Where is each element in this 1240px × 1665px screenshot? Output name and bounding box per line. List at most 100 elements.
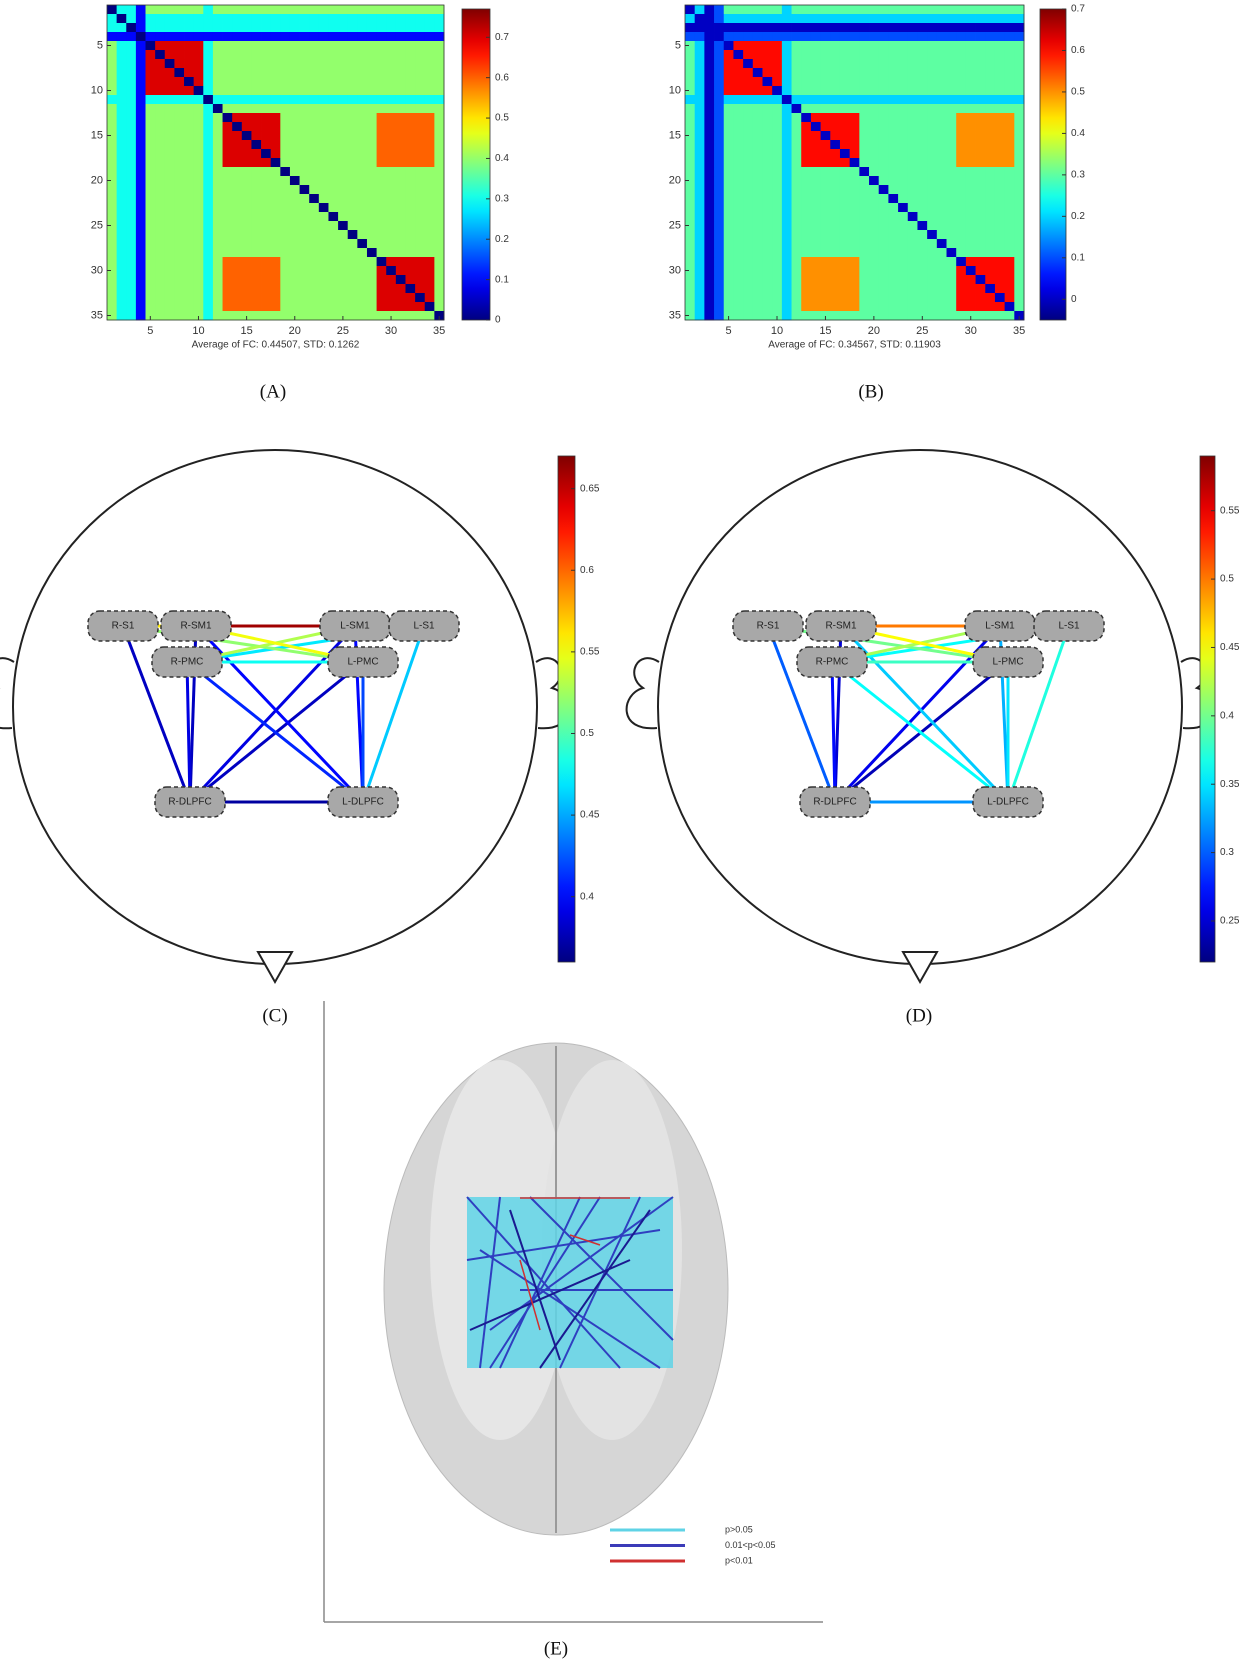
panel-caption: (D) <box>906 1005 932 1026</box>
heatmap-cell <box>348 194 358 203</box>
heatmap-cell <box>396 212 406 221</box>
heatmap-cell <box>405 68 415 77</box>
heatmap-cell <box>879 50 889 59</box>
heatmap-cell <box>753 293 763 302</box>
heatmap-cell <box>280 68 290 77</box>
heatmap-cell <box>357 212 367 221</box>
heatmap-cell <box>956 221 966 230</box>
heatmap-cell <box>434 212 444 221</box>
heatmap-cell <box>184 248 194 257</box>
heatmap-cell <box>146 77 156 86</box>
heatmap-cell <box>801 311 811 320</box>
heatmap-cell <box>174 248 184 257</box>
heatmap-cell <box>898 50 908 59</box>
heatmap-cell <box>203 5 213 14</box>
heatmap-cell <box>357 14 367 23</box>
colorbar <box>1040 9 1066 320</box>
heatmap-cell <box>985 212 995 221</box>
heatmap-cell <box>1005 212 1015 221</box>
heatmap-cell <box>743 5 753 14</box>
heatmap-cell <box>184 185 194 194</box>
heatmap-cell <box>956 230 966 239</box>
heatmap-cell <box>840 203 850 212</box>
heatmap-cell <box>434 284 444 293</box>
heatmap-cell <box>155 68 165 77</box>
heatmap-cell <box>888 266 898 275</box>
heatmap-cell <box>724 149 734 158</box>
heatmap-cell <box>850 176 860 185</box>
heatmap-cell <box>753 257 763 266</box>
heatmap-cell <box>947 50 957 59</box>
heatmap-cell <box>985 185 995 194</box>
heatmap-cell <box>242 284 252 293</box>
heatmap-cell <box>377 302 387 311</box>
heatmap-cell <box>840 23 850 32</box>
heatmap-cell <box>174 131 184 140</box>
heatmap-cell <box>792 167 802 176</box>
heatmap-cell <box>1014 248 1024 257</box>
heatmap-cell <box>898 5 908 14</box>
heatmap-cell <box>792 230 802 239</box>
heatmap-cell <box>405 50 415 59</box>
heatmap-cell <box>405 104 415 113</box>
heatmap-cell <box>879 5 889 14</box>
heatmap-cell <box>319 77 329 86</box>
heatmap-cell <box>367 140 377 149</box>
heatmap-cell <box>328 50 338 59</box>
heatmap-cell <box>898 77 908 86</box>
heatmap-cell <box>956 77 966 86</box>
heatmap-cell <box>1005 176 1015 185</box>
heatmap-cell <box>348 176 358 185</box>
heatmap-cell <box>733 131 743 140</box>
heatmap-cell <box>724 257 734 266</box>
heatmap-cell <box>290 131 300 140</box>
heatmap-cell <box>251 221 261 230</box>
heatmap-cell <box>396 194 406 203</box>
heatmap-cell <box>348 275 358 284</box>
heatmap-cell <box>146 221 156 230</box>
heatmap-cell <box>290 203 300 212</box>
colorbar-tick-label: 0.45 <box>1220 642 1240 653</box>
heatmap-cell <box>704 248 714 257</box>
heatmap-cell <box>434 275 444 284</box>
heatmap-cell <box>136 77 146 86</box>
heatmap-cell <box>165 95 175 104</box>
heatmap-cell <box>879 122 889 131</box>
heatmap-cell <box>386 275 396 284</box>
heatmap-cell <box>146 113 156 122</box>
heatmap-cell <box>850 86 860 95</box>
heatmap-cell <box>117 248 127 257</box>
ear <box>627 658 659 728</box>
heatmap-cell <box>280 194 290 203</box>
heatmap-cell <box>704 149 714 158</box>
colorbar-tick-label: 0.5 <box>495 113 509 124</box>
heatmap-cell <box>782 185 792 194</box>
heatmap-cell <box>859 32 869 41</box>
heatmap-cell <box>704 23 714 32</box>
heatmap-cell <box>840 86 850 95</box>
heatmap-cell <box>280 5 290 14</box>
heatmap-cell <box>203 221 213 230</box>
heatmap-cell <box>782 113 792 122</box>
heatmap-cell <box>947 5 957 14</box>
heatmap-cell <box>107 167 117 176</box>
heatmap-cell <box>927 5 937 14</box>
colorbar-tick-label: 0.5 <box>580 728 594 739</box>
heatmap-cell <box>415 302 425 311</box>
heatmap-cell <box>290 68 300 77</box>
heatmap-cell <box>165 50 175 59</box>
heatmap-cell <box>966 257 976 266</box>
heatmap-cell <box>801 131 811 140</box>
heatmap-cell <box>271 248 281 257</box>
heatmap-cell <box>290 158 300 167</box>
heatmap-cell <box>174 176 184 185</box>
heatmap-cell <box>714 248 724 257</box>
heatmap-cell <box>772 50 782 59</box>
heatmap-cell <box>859 230 869 239</box>
heatmap-cell <box>425 167 435 176</box>
heatmap-cell <box>830 95 840 104</box>
heatmap-cell <box>174 122 184 131</box>
heatmap-cell <box>1014 185 1024 194</box>
heatmap-cell <box>821 275 831 284</box>
heatmap-cell <box>367 203 377 212</box>
